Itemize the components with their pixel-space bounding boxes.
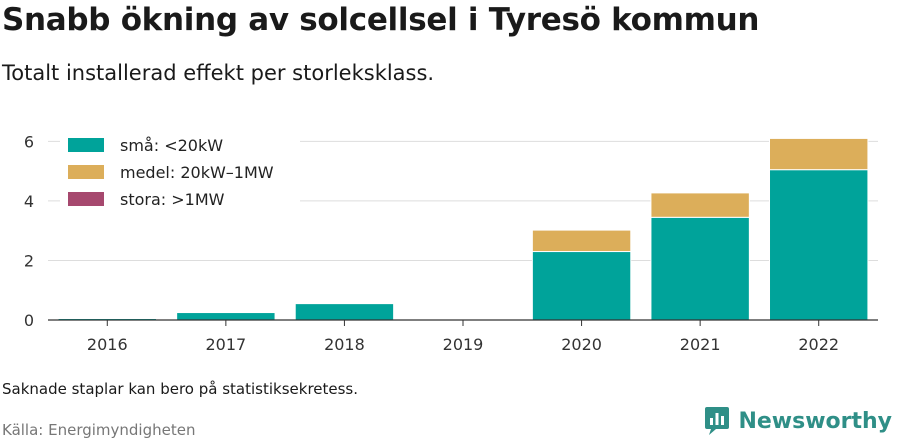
y-tick-label: 6 (24, 132, 34, 151)
bar-2018-series-0 (294, 303, 395, 321)
chart-subtitle: Totalt installerad effekt per storlekskl… (2, 61, 435, 85)
y-tick-label: 4 (24, 192, 34, 211)
bar-2021-series-0 (650, 216, 750, 321)
x-tick-label: 2017 (205, 335, 246, 354)
legend: små: <20kW medel: 20kW–1MW stora: >1MW (60, 132, 300, 212)
x-tick-label: 2018 (324, 335, 365, 354)
bar-2022-series-0 (769, 169, 869, 321)
bar-2020-series-1 (531, 229, 632, 253)
brand-logo: Newsworthy (704, 406, 892, 436)
bar-2020-series-0 (531, 251, 632, 321)
bar-2022-series-1 (769, 137, 869, 171)
x-tick-label: 2020 (561, 335, 602, 354)
source-credit: Källa: Energimyndigheten (2, 421, 196, 439)
bar-chart: 0 2 4 6 2016 2017 2018 2019 2020 2021 2022 små: <2… (24, 132, 878, 354)
x-tick-label: 2022 (798, 335, 839, 354)
x-tick-label: 2021 (680, 335, 721, 354)
legend-swatch (68, 138, 104, 152)
newsworthy-logo-icon (705, 407, 730, 435)
x-tick-label: 2016 (87, 335, 128, 354)
brand-name: Newsworthy (738, 408, 892, 434)
legend-label: medel: 20kW–1MW (120, 163, 274, 182)
y-tick-label: 0 (24, 311, 34, 330)
x-tick-label: 2019 (443, 335, 484, 354)
legend-swatch (68, 192, 104, 206)
chart-title: Snabb ökning av solcellsel i Tyresö komm… (2, 2, 760, 38)
bars (57, 137, 869, 321)
bar-2021-series-1 (650, 192, 750, 218)
bar-2017-series-0 (176, 312, 276, 321)
legend-swatch (68, 165, 104, 179)
y-tick-label: 2 (24, 251, 34, 270)
legend-label: stora: >1MW (120, 190, 225, 209)
legend-label: små: <20kW (120, 136, 223, 155)
footnote: Saknade staplar kan bero på statistiksek… (2, 380, 359, 398)
axes: 0 2 4 6 2016 2017 2018 2019 2020 2021 2022 (24, 132, 878, 354)
